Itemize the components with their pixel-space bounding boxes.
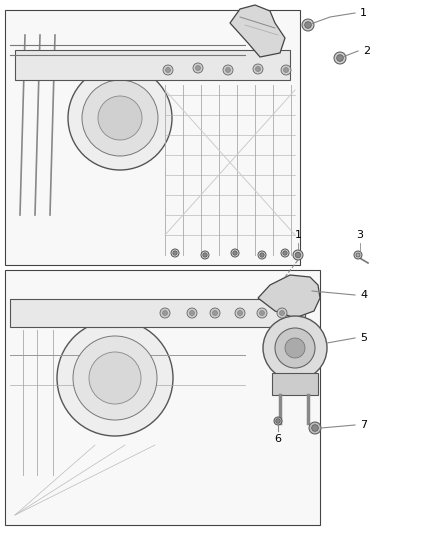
Circle shape	[260, 253, 264, 257]
Text: 1: 1	[294, 230, 301, 240]
Circle shape	[279, 311, 285, 316]
Text: 6: 6	[275, 434, 282, 444]
Circle shape	[233, 251, 237, 255]
Circle shape	[281, 65, 291, 75]
Circle shape	[237, 311, 243, 316]
Circle shape	[356, 253, 360, 257]
Circle shape	[277, 308, 287, 318]
Circle shape	[203, 253, 207, 257]
Circle shape	[201, 251, 209, 259]
Circle shape	[263, 316, 327, 380]
Circle shape	[259, 311, 265, 316]
Circle shape	[283, 68, 289, 72]
Circle shape	[68, 66, 172, 170]
Text: 2: 2	[363, 46, 370, 56]
Circle shape	[305, 22, 311, 28]
Circle shape	[276, 419, 280, 423]
Circle shape	[163, 65, 173, 75]
Circle shape	[293, 250, 303, 260]
Circle shape	[82, 80, 158, 156]
Circle shape	[285, 338, 305, 358]
Circle shape	[354, 251, 362, 259]
Circle shape	[162, 311, 167, 316]
Polygon shape	[258, 275, 320, 318]
Text: 5: 5	[360, 333, 367, 343]
Text: 4: 4	[360, 290, 367, 300]
FancyBboxPatch shape	[10, 299, 305, 327]
Circle shape	[274, 417, 282, 425]
Circle shape	[309, 422, 321, 434]
Text: 1: 1	[360, 8, 367, 18]
Circle shape	[257, 308, 267, 318]
Circle shape	[235, 308, 245, 318]
Circle shape	[312, 425, 318, 431]
Text: 7: 7	[360, 420, 367, 430]
Circle shape	[173, 251, 177, 255]
FancyBboxPatch shape	[272, 373, 318, 395]
Circle shape	[334, 52, 346, 64]
Polygon shape	[230, 5, 285, 57]
Circle shape	[226, 68, 230, 72]
FancyBboxPatch shape	[5, 10, 300, 265]
FancyBboxPatch shape	[15, 50, 290, 80]
Circle shape	[171, 249, 179, 257]
Circle shape	[57, 320, 173, 436]
Circle shape	[166, 68, 170, 72]
Circle shape	[210, 308, 220, 318]
Circle shape	[283, 251, 287, 255]
Circle shape	[295, 252, 301, 258]
Circle shape	[253, 64, 263, 74]
Circle shape	[89, 352, 141, 404]
Circle shape	[212, 311, 218, 316]
Circle shape	[195, 66, 201, 70]
Circle shape	[231, 249, 239, 257]
Circle shape	[337, 55, 343, 61]
Circle shape	[160, 308, 170, 318]
Circle shape	[193, 63, 203, 73]
Text: 3: 3	[357, 230, 364, 240]
Circle shape	[187, 308, 197, 318]
Circle shape	[302, 19, 314, 31]
Circle shape	[258, 251, 266, 259]
Circle shape	[73, 336, 157, 420]
Circle shape	[98, 96, 142, 140]
Circle shape	[275, 328, 315, 368]
Circle shape	[190, 311, 194, 316]
Circle shape	[223, 65, 233, 75]
FancyBboxPatch shape	[5, 270, 320, 525]
Circle shape	[281, 249, 289, 257]
Circle shape	[255, 67, 261, 71]
